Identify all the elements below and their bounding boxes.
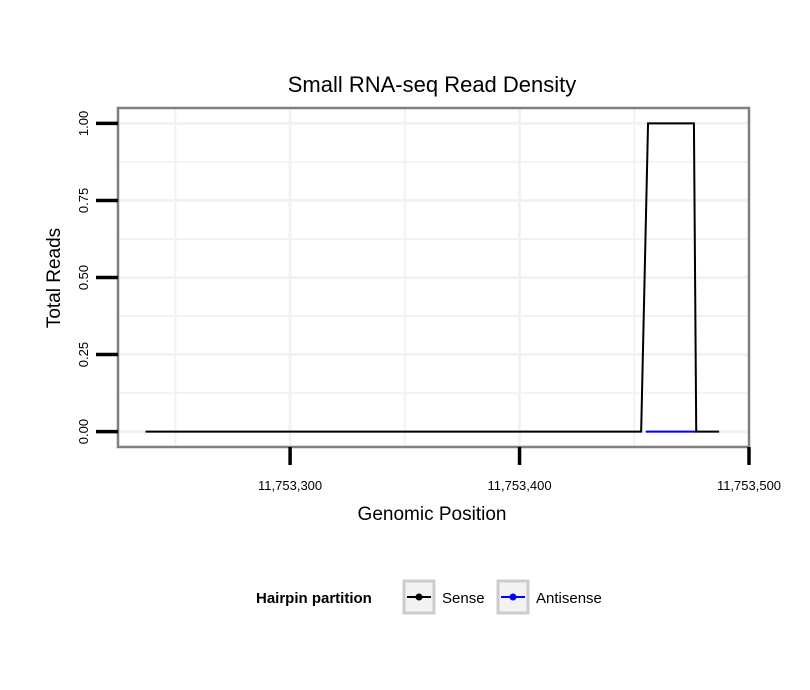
x-axis: 11,753,300 11,753,400 11,753,500 (258, 447, 781, 493)
y-axis: 0.00 0.25 0.50 0.75 1.00 (76, 111, 118, 444)
x-tick-label: 11,753,500 (717, 478, 781, 493)
grid-lines (118, 108, 749, 447)
x-tick-label: 11,753,400 (487, 478, 551, 493)
series-line-sense (145, 122, 720, 433)
legend-label-antisense: Antisense (536, 590, 602, 607)
y-tick-label: 0.00 (76, 419, 91, 444)
x-axis-label: Genomic Position (358, 504, 507, 525)
series-lines (145, 122, 720, 433)
y-tick-label: 1.00 (76, 111, 91, 136)
x-tick-label: 11,753,300 (258, 478, 322, 493)
legend-key-point (509, 593, 517, 601)
legend-title: Hairpin partition (256, 590, 372, 607)
chart-title: Small RNA-seq Read Density (288, 72, 577, 97)
legend-label-sense: Sense (442, 590, 485, 607)
legend-key-point (415, 593, 423, 601)
y-tick-label: 0.25 (76, 342, 91, 367)
y-axis-label: Total Reads (44, 228, 65, 328)
legend: Hairpin partition Sense Antisense (256, 579, 602, 615)
y-tick-label: 0.50 (76, 265, 91, 290)
y-tick-label: 0.75 (76, 188, 91, 213)
